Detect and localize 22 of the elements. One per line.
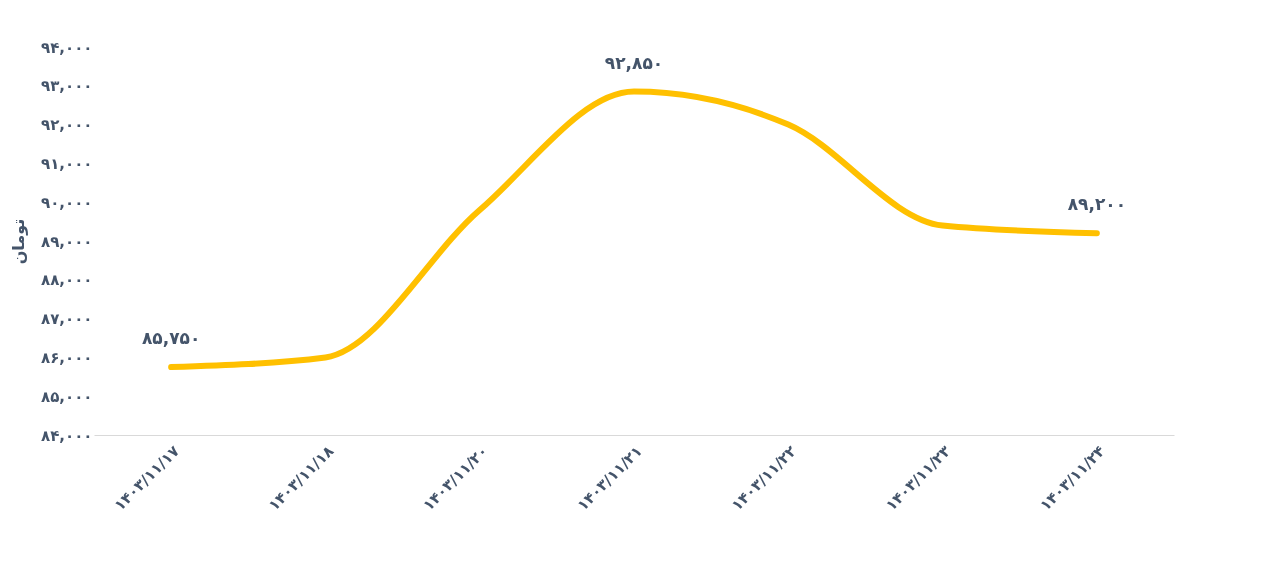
y-tick-label: ۹۰,۰۰۰: [41, 193, 93, 212]
x-tick-label: ۱۴۰۳/۱۱/۲۱: [573, 442, 646, 515]
y-tick-label: ۹۴,۰۰۰: [41, 38, 93, 57]
y-tick-label: ۸۴,۰۰۰: [41, 426, 93, 445]
x-tick-label: ۱۴۰۳/۱۱/۲۲: [727, 442, 801, 515]
x-tick-label: ۱۴۰۳/۱۱/۱۷: [110, 442, 183, 515]
data-label: ۹۲,۸۵۰: [604, 52, 664, 73]
y-tick-label: ۸۷,۰۰۰: [41, 310, 93, 329]
y-axis-title: تومان: [9, 218, 29, 265]
x-tick-label: ۱۴۰۳/۱۱/۲۳: [882, 442, 955, 515]
x-tick-label: ۱۴۰۳/۱۱/۲۰: [419, 442, 492, 515]
y-tick-label: ۸۹,۰۰۰: [41, 232, 93, 251]
y-tick-label: ۹۳,۰۰۰: [41, 77, 93, 96]
x-tick-label: ۱۴۰۳/۱۱/۲۴: [1036, 442, 1109, 515]
data-label: ۸۵,۷۵۰: [141, 328, 201, 349]
y-tick-label: ۹۱,۰۰۰: [41, 154, 93, 173]
y-tick-label: ۸۸,۰۰۰: [41, 271, 93, 290]
y-tick-label: ۸۶,۰۰۰: [41, 348, 93, 367]
x-tick-label: ۱۴۰۳/۱۱/۱۸: [264, 442, 338, 515]
data-label: ۸۹,۲۰۰: [1067, 194, 1127, 215]
y-tick-label: ۹۲,۰۰۰: [41, 116, 93, 135]
y-tick-label: ۸۵,۰۰۰: [41, 387, 93, 406]
